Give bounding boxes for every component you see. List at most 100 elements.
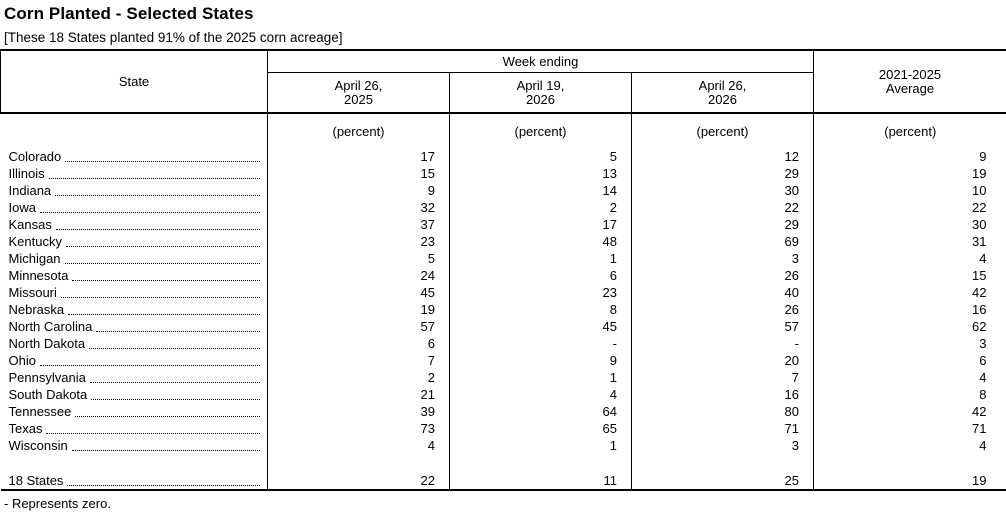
value-cell: 2	[267, 369, 450, 386]
average-header-line2: Average	[885, 80, 935, 96]
total-label: 18 States	[8, 473, 64, 488]
value-cell: 3	[813, 335, 1006, 352]
unit-row-group: (percent) (percent) (percent) (percent)	[1, 113, 1006, 148]
state-row: Illinois 15 13 29 19	[1, 165, 1006, 182]
value-cell: -	[630, 335, 814, 352]
dotted-leader	[65, 245, 260, 247]
value-cell: 9	[449, 352, 632, 369]
value-cell: 13	[449, 165, 632, 182]
state-name-cell: Kansas	[1, 216, 268, 233]
state-name-cell: Missouri	[1, 284, 268, 301]
dotted-leader	[89, 347, 260, 349]
value-cell: 4	[449, 386, 632, 403]
state-name-cell: Michigan	[1, 250, 268, 267]
value-cell: 4	[267, 437, 450, 454]
value-cell: 21	[267, 386, 450, 403]
unit-row: (percent) (percent) (percent) (percent)	[1, 113, 1006, 148]
value-cell: 65	[449, 420, 632, 437]
state-name-cell: Colorado	[1, 148, 268, 165]
unit-empty-cell	[1, 113, 268, 148]
state-row: Colorado 17 5 12 9	[1, 148, 1006, 165]
value-cell: 22	[813, 199, 1006, 216]
footnote: - Represents zero.	[4, 496, 111, 511]
value-cell: 40	[630, 284, 814, 301]
total-value-cell: 19	[813, 471, 1006, 491]
state-label: Nebraska	[8, 302, 65, 317]
date-2-line2: 2026	[526, 91, 555, 107]
state-row: Missouri 45 23 40 42	[1, 284, 1006, 301]
state-name-cell: Kentucky	[1, 233, 268, 250]
state-row: Tennessee 39 64 80 42	[1, 403, 1006, 420]
dotted-leader	[91, 398, 260, 400]
state-label: Missouri	[8, 285, 57, 300]
value-cell: 4	[813, 437, 1006, 454]
state-row: Pennsylvania 2 1 7 4	[1, 369, 1006, 386]
date-1-line2: 2025	[344, 91, 373, 107]
total-value-cell: 22	[267, 471, 450, 491]
week-ending-header: Week ending	[266, 49, 814, 73]
date-3-line1: April 26,	[698, 77, 747, 93]
state-name-cell: Tennessee	[1, 403, 268, 420]
state-row: South Dakota 21 4 16 8	[1, 386, 1006, 403]
total-label-cell: 18 States	[0, 471, 268, 491]
state-name-cell: Wisconsin	[1, 437, 268, 454]
value-cell: 4	[813, 369, 1006, 386]
state-name-cell: Texas	[1, 420, 268, 437]
dotted-leader	[46, 432, 260, 434]
date-1-line1: April 26,	[334, 77, 383, 93]
state-name-cell: South Dakota	[1, 386, 268, 403]
value-cell: 4	[813, 250, 1006, 267]
state-label: Pennsylvania	[8, 370, 86, 385]
dotted-leader	[71, 449, 260, 451]
value-cell: 24	[267, 267, 450, 284]
state-label: Ohio	[8, 353, 36, 368]
state-name-cell: Indiana	[1, 182, 268, 199]
value-cell: 9	[267, 182, 450, 199]
dotted-leader	[65, 160, 260, 162]
value-cell: 8	[449, 301, 632, 318]
state-row: Texas 73 65 71 71	[1, 420, 1006, 437]
value-cell: 16	[630, 386, 814, 403]
value-cell: 37	[267, 216, 450, 233]
value-cell: 17	[267, 148, 450, 165]
value-cell: 22	[630, 199, 814, 216]
state-name-cell: Nebraska	[1, 301, 268, 318]
state-label: Tennessee	[8, 404, 72, 419]
state-name-cell: Minnesota	[1, 267, 268, 284]
value-cell: 3	[630, 250, 814, 267]
average-column-header: 2021-2025 Average	[813, 49, 1006, 114]
value-cell: 64	[449, 403, 632, 420]
report-page: Corn Planted - Selected States [These 18…	[0, 4, 1006, 511]
value-cell: 15	[813, 267, 1006, 284]
dotted-leader	[55, 194, 260, 196]
value-cell: 6	[267, 335, 450, 352]
state-label: Michigan	[8, 251, 61, 266]
value-cell: 45	[449, 318, 632, 335]
value-cell: 42	[813, 403, 1006, 420]
state-row: Ohio 7 9 20 6	[1, 352, 1006, 369]
value-cell: -	[449, 335, 632, 352]
state-row: North Carolina 57 45 57 62	[1, 318, 1006, 335]
value-cell: 23	[267, 233, 450, 250]
value-cell: 80	[630, 403, 814, 420]
date-column-header-1: April 26, 2025	[267, 72, 450, 114]
value-cell: 26	[630, 301, 814, 318]
value-cell: 12	[630, 148, 814, 165]
state-label: Colorado	[8, 149, 62, 164]
state-row: North Dakota 6 - - 3	[1, 335, 1006, 352]
dotted-leader	[67, 484, 260, 486]
state-name-cell: North Dakota	[1, 335, 268, 352]
state-label: Iowa	[8, 200, 36, 215]
date-2-line1: April 19,	[516, 77, 565, 93]
value-cell: 69	[630, 233, 814, 250]
state-name-cell: Iowa	[1, 199, 268, 216]
unit-label: (percent)	[267, 113, 450, 148]
value-cell: 5	[267, 250, 450, 267]
value-cell: 17	[449, 216, 632, 233]
state-row: Iowa 32 2 22 22	[1, 199, 1006, 216]
state-label: Illinois	[8, 166, 45, 181]
value-cell: 30	[813, 216, 1006, 233]
state-label: Texas	[8, 421, 43, 436]
value-cell: 1	[449, 250, 632, 267]
value-cell: 62	[813, 318, 1006, 335]
